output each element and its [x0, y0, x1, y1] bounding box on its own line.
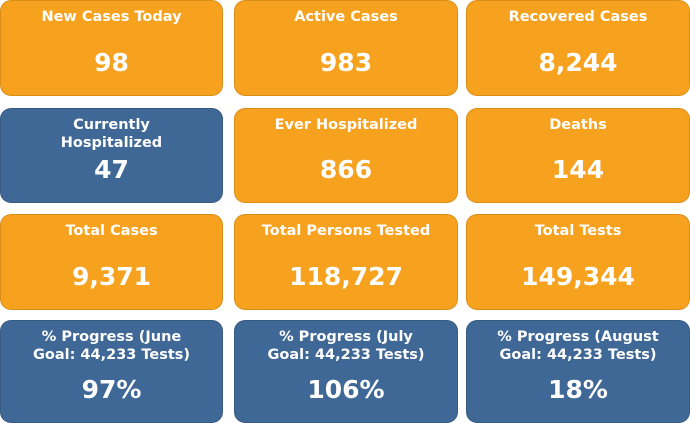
kpi-card: % Progress (June Goal: 44,233 Tests) 97%: [0, 320, 223, 423]
kpi-label: Active Cases: [294, 9, 398, 25]
kpi-value: 8,244: [538, 48, 618, 77]
kpi-card: % Progress (July Goal: 44,233 Tests) 106%: [234, 320, 458, 423]
kpi-value: 47: [94, 155, 129, 184]
kpi-card: Deaths 144: [466, 108, 690, 203]
kpi-value: 18%: [548, 375, 608, 404]
kpi-value: 983: [319, 48, 373, 77]
kpi-value: 9,371: [71, 262, 152, 291]
kpi-card: % Progress (August Goal: 44,233 Tests) 18…: [466, 320, 690, 423]
kpi-label: Total Persons Tested: [261, 223, 431, 239]
kpi-card: New Cases Today 98: [0, 0, 223, 96]
kpi-card: Ever Hospitalized 866: [234, 108, 458, 203]
kpi-value: 149,344: [521, 262, 635, 291]
kpi-label: Deaths: [549, 117, 607, 133]
kpi-value: 98: [94, 48, 129, 77]
kpi-card: Total Persons Tested 118,727: [234, 214, 458, 310]
kpi-label: Currently Hospitalized: [60, 117, 163, 151]
kpi-value: 118,727: [289, 262, 403, 291]
kpi-card: Total Tests 149,344: [466, 214, 690, 310]
kpi-value: 866: [319, 155, 373, 184]
kpi-card: Total Cases 9,371: [0, 214, 223, 310]
kpi-value: 97%: [81, 375, 142, 404]
kpi-card: Active Cases 983: [234, 0, 458, 96]
kpi-card: Recovered Cases 8,244: [466, 0, 690, 96]
kpi-value: 106%: [307, 375, 385, 404]
kpi-label: Ever Hospitalized: [274, 117, 418, 133]
kpi-card: Currently Hospitalized 47: [0, 108, 223, 203]
kpi-label: Recovered Cases: [508, 9, 648, 25]
kpi-label: Total Tests: [534, 223, 622, 239]
kpi-label: % Progress (June Goal: 44,233 Tests): [32, 329, 191, 363]
kpi-value: 144: [551, 155, 605, 184]
kpi-label: Total Cases: [65, 223, 158, 239]
kpi-label: New Cases Today: [41, 9, 182, 25]
kpi-label: % Progress (August Goal: 44,233 Tests): [497, 329, 659, 363]
kpi-label: % Progress (July Goal: 44,233 Tests): [267, 329, 425, 363]
